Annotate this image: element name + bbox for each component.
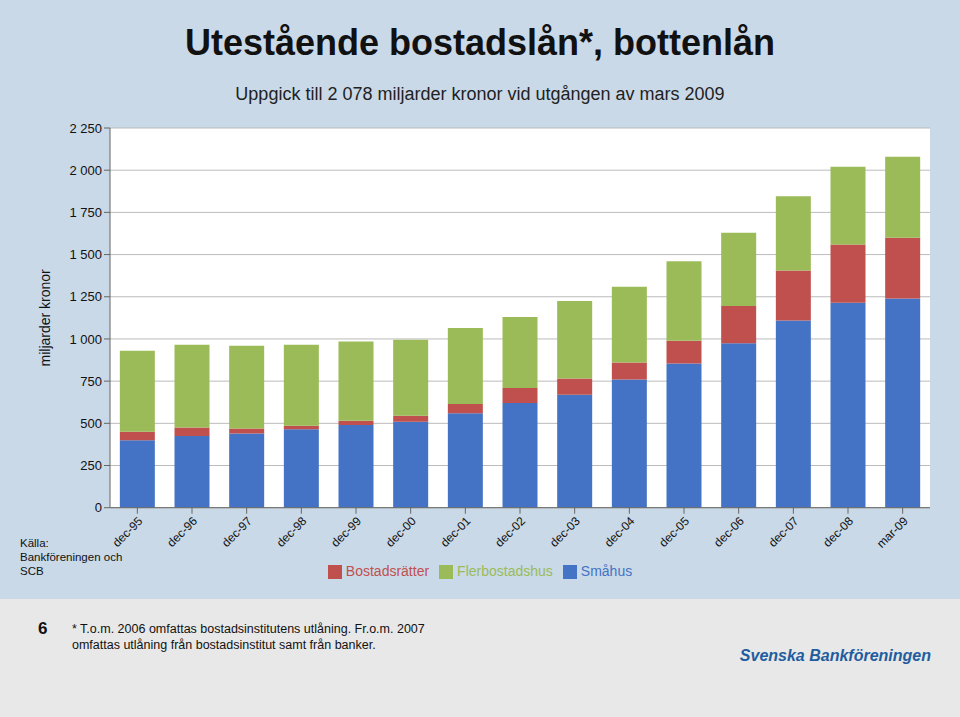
svg-text:dec-96: dec-96 <box>164 514 200 550</box>
svg-text:mar-09: mar-09 <box>874 514 911 551</box>
svg-text:1 000: 1 000 <box>69 332 102 347</box>
svg-text:dec-06: dec-06 <box>711 514 747 550</box>
svg-text:dec-99: dec-99 <box>328 514 364 550</box>
svg-text:500: 500 <box>80 416 102 431</box>
svg-text:dec-00: dec-00 <box>383 514 419 550</box>
svg-text:0: 0 <box>95 500 102 515</box>
svg-text:dec-97: dec-97 <box>219 514 255 550</box>
svg-text:250: 250 <box>80 458 102 473</box>
svg-text:2 250: 2 250 <box>69 121 102 136</box>
svg-text:miljarder kronor: miljarder kronor <box>37 269 53 367</box>
svg-text:dec-04: dec-04 <box>602 514 638 550</box>
svg-text:dec-05: dec-05 <box>656 514 692 550</box>
html-text:Utestående bostadslån*, botten: Utestående bostadslån*, bottenlån <box>184 22 775 63</box>
svg-text:dec-08: dec-08 <box>820 514 856 550</box>
html-text:6: 6 <box>38 619 48 638</box>
svg-text:dec-01: dec-01 <box>438 514 474 550</box>
svg-text:2 000: 2 000 <box>69 163 102 178</box>
svg-text:dec-95: dec-95 <box>110 514 146 550</box>
svg-text:1 750: 1 750 <box>69 205 102 220</box>
html-text:Flerbostadshus: Flerbostadshus <box>457 562 553 579</box>
html-text:Bostadsrätter: Bostadsrätter <box>345 562 430 579</box>
svg-text:dec-07: dec-07 <box>766 514 802 550</box>
svg-text:dec-98: dec-98 <box>274 514 310 550</box>
html-text:Småhus: Småhus <box>580 562 633 579</box>
html-text:Uppgick till 2 078 miljarder k: Uppgick till 2 078 miljarder kronor vid … <box>235 84 725 104</box>
html-text:* T.o.m. 2006 omfattas bostads: * T.o.m. 2006 omfattas bostadsinstituten… <box>72 622 425 652</box>
svg-text:dec-03: dec-03 <box>547 514 583 550</box>
svg-text:1 250: 1 250 <box>69 289 102 304</box>
svg-text:1 500: 1 500 <box>69 247 102 262</box>
svg-text:dec-02: dec-02 <box>492 514 528 550</box>
html-text:Svenska Bankföreningen: Svenska Bankföreningen <box>739 647 931 664</box>
html-text:Källa: Bankföreningen och SCB: Källa: Bankföreningen och SCB <box>20 537 123 577</box>
svg-text:750: 750 <box>80 374 102 389</box>
